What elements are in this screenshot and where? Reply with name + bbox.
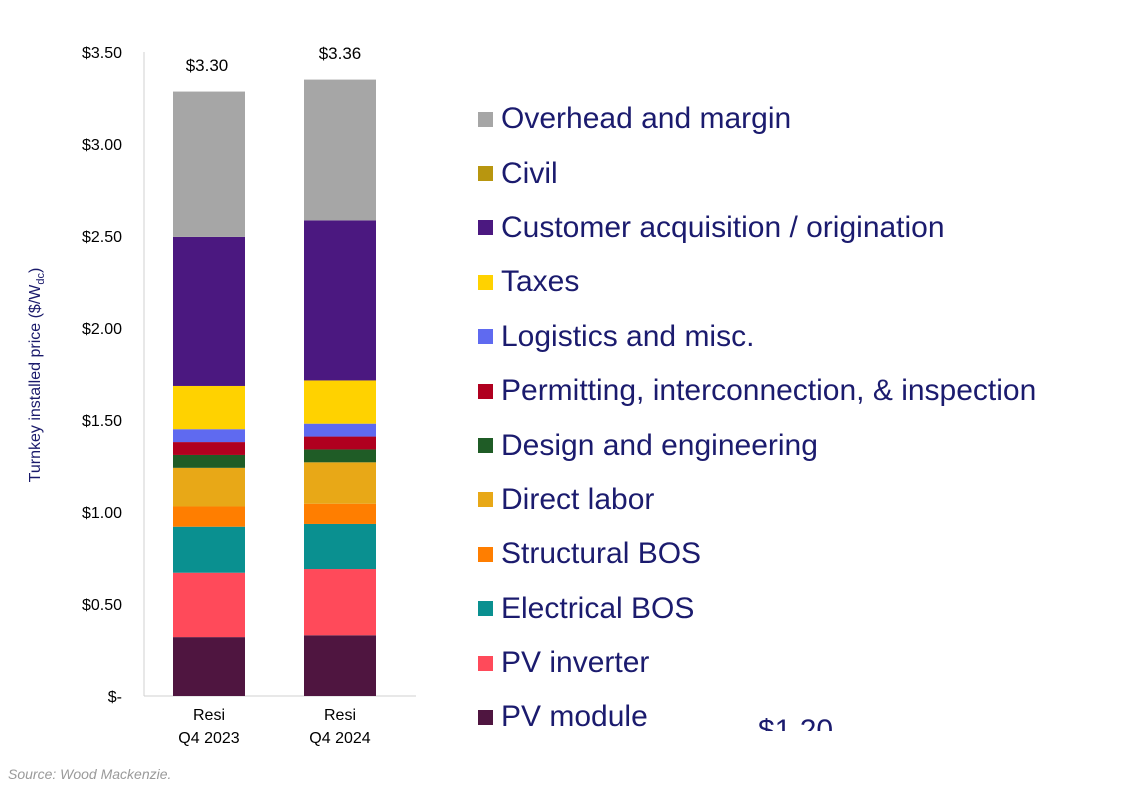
legend-label: Permitting, interconnection, & inspectio… <box>501 374 1037 408</box>
bar-segment <box>304 503 376 524</box>
legend-swatch <box>478 438 493 454</box>
legend-item: Overhead and margin <box>478 92 1036 146</box>
legend-label: Customer acquisition / origination <box>501 210 945 244</box>
y-tick-label: $2.00 <box>82 321 122 338</box>
legend-item: Structural BOS <box>478 527 1036 581</box>
bar-segment <box>304 523 376 570</box>
legend-item: Direct labor <box>478 473 1036 527</box>
legend-label: Logistics and misc. <box>501 319 755 353</box>
bar-segment <box>173 91 245 237</box>
legend-label: PV module <box>501 700 648 734</box>
bar-segment <box>304 436 376 450</box>
legend-item: Taxes <box>478 255 1036 309</box>
source-note: Source: Wood Mackenzie. <box>8 766 172 782</box>
y-tick-labels: $- $0.50 $1.00 $1.50 $2.00 $2.50 $3.00 $3.50 <box>82 45 122 706</box>
svg-text:Turnkey installed price ($/Wdc: Turnkey installed price ($/Wdc) <box>27 268 47 483</box>
bar-total-label: $3.30 <box>186 56 229 75</box>
bar-segment <box>304 220 376 381</box>
legend-item: Logistics and misc. <box>478 310 1036 364</box>
y-tick-label: $3.00 <box>82 137 122 154</box>
bar-segment <box>173 637 245 696</box>
legend-label: Electrical BOS <box>501 591 695 625</box>
bar-segment <box>173 454 245 468</box>
x-category-label: Q4 2024 <box>309 730 370 747</box>
clipped-value-label: $1.20 <box>758 718 878 731</box>
bar-segment <box>173 572 245 638</box>
x-category-label: Q4 2023 <box>178 730 239 747</box>
y-axis-title-close: ) <box>27 268 44 273</box>
bar-segment <box>304 569 376 636</box>
x-category-labels: Resi Q4 2023 Resi Q4 2024 <box>178 707 370 747</box>
legend-swatch <box>478 492 493 508</box>
bar-segment <box>173 526 245 573</box>
bar-segment <box>304 635 376 696</box>
clipped-value-text: $1.20 <box>758 718 878 731</box>
legend-label: Civil <box>501 156 558 190</box>
bar-segment <box>304 423 376 437</box>
bar-segment <box>173 467 245 507</box>
bar-segments <box>173 79 376 696</box>
bar-segment <box>173 429 245 443</box>
y-axis-title-subscript: dc <box>35 273 47 285</box>
legend-item: Civil <box>478 146 1036 200</box>
y-tick-label: $1.50 <box>82 413 122 430</box>
legend-swatch <box>478 274 493 290</box>
legend-item: Customer acquisition / origination <box>478 201 1036 255</box>
legend-item: Design and engineering <box>478 418 1036 472</box>
y-tick-label: $2.50 <box>82 229 122 246</box>
bar-total-label: $3.36 <box>319 44 362 63</box>
legend-label: PV inverter <box>501 646 650 680</box>
legend-label: Design and engineering <box>501 428 818 462</box>
legend-item: Electrical BOS <box>478 582 1036 636</box>
legend-label: Taxes <box>501 265 580 299</box>
y-tick-label: $0.50 <box>82 597 122 614</box>
legend-label: Structural BOS <box>501 537 702 571</box>
legend-swatch <box>478 166 493 182</box>
legend-swatch <box>478 383 493 399</box>
legend-label: Direct labor <box>501 482 655 516</box>
bar-segment <box>173 506 245 527</box>
legend-swatch <box>478 111 493 127</box>
legend-swatch <box>478 601 493 617</box>
legend: Overhead and margin Civil Customer acquisi… <box>478 92 1036 745</box>
y-tick-label: $1.00 <box>82 505 122 522</box>
y-axis-title: Turnkey installed price ($/Wdc) <box>27 268 47 483</box>
bar-segment <box>304 380 376 424</box>
bar-segment <box>173 385 245 430</box>
x-category-label: Resi <box>193 707 225 724</box>
legend-item: PV inverter <box>478 636 1036 690</box>
legend-swatch <box>478 220 493 236</box>
legend-swatch <box>478 709 493 725</box>
x-category-label: Resi <box>324 707 356 724</box>
bar-total-labels: $3.30 $3.36 <box>186 44 362 75</box>
legend-item: Permitting, interconnection, & inspectio… <box>478 364 1036 418</box>
legend-item: PV module <box>478 690 1036 744</box>
legend-swatch <box>478 655 493 671</box>
y-axis-title-main: Turnkey installed price ($/W <box>27 284 44 483</box>
legend-swatch <box>478 546 493 562</box>
legend-swatch <box>478 329 493 345</box>
legend-label: Overhead and margin <box>501 102 792 136</box>
y-tick-label: $- <box>108 689 122 706</box>
bar-segment <box>173 236 245 386</box>
bar-segment <box>304 79 376 221</box>
bar-segment <box>304 449 376 463</box>
bar-segment <box>304 462 376 504</box>
y-tick-label: $3.50 <box>82 45 122 62</box>
bar-segment <box>173 442 245 455</box>
